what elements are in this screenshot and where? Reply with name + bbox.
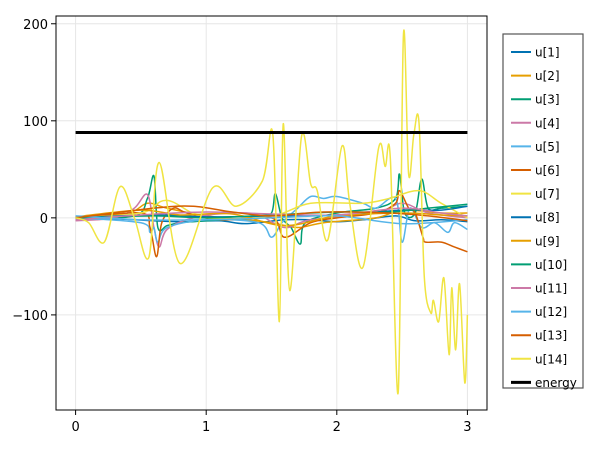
legend-label: u[4] [535,116,560,130]
legend-label: u[14] [535,352,567,366]
y-tick-label: −100 [12,309,48,324]
x-tick-label: 3 [463,420,471,435]
legend-label: u[1] [535,46,560,60]
legend: u[1] u[2] u[3] u[4] u[5] u[6] u[7] u[8] u[9] u[10… [502,33,584,390]
y-tick-label: 0 [40,212,48,227]
legend-label: u[8] [535,211,560,225]
legend-label: u[7] [535,187,560,201]
legend-label: u[3] [535,93,560,107]
x-tick-label: 0 [71,420,79,435]
legend-label: u[2] [535,69,560,83]
legend-label: u[9] [535,234,560,248]
legend-label: energy [535,376,577,390]
legend-label: u[13] [535,329,567,343]
axes-frame [55,15,488,411]
x-tick-label: 1 [202,420,210,435]
legend-label: u[6] [535,164,560,178]
series-line-u7 [75,189,468,220]
series-line-u12 [75,214,468,225]
legend-label: u[5] [535,140,560,154]
plot-area [75,29,469,395]
y-tick-label: 200 [23,18,48,33]
legend-box [502,33,584,389]
legend-label: u[10] [535,258,567,272]
series-line-u13 [75,205,468,222]
x-tick-label: 2 [333,420,341,435]
legend-label: u[12] [535,305,567,319]
series-line-u8 [75,205,468,219]
y-tick-label: 100 [23,115,48,130]
series-line-u9 [75,209,468,227]
series-line-u14 [75,29,469,395]
ticks: 0 1 2 3 200 100 0 −100 [12,18,471,435]
legend-label: u[11] [535,282,567,296]
